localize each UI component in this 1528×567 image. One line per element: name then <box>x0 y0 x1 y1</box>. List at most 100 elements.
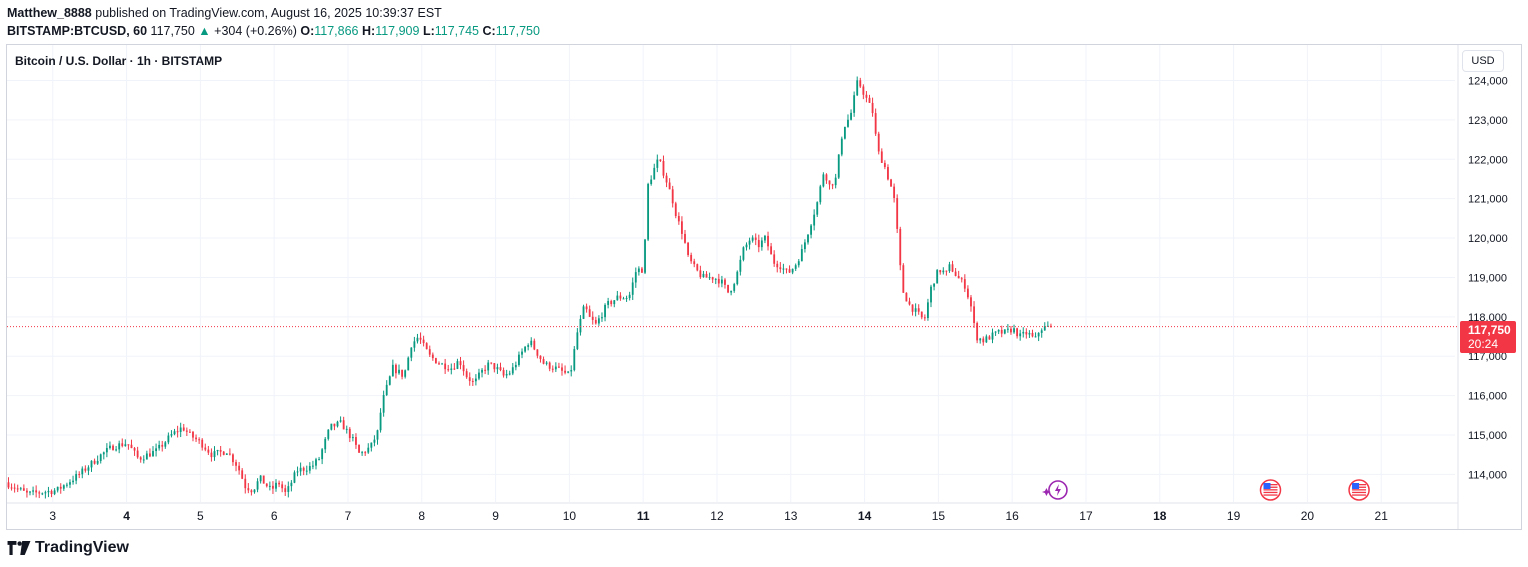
candle-body <box>619 295 622 299</box>
candle-body <box>1034 336 1037 338</box>
candle-body <box>724 279 726 285</box>
candle-body <box>828 180 831 185</box>
candle-body <box>99 454 102 462</box>
symbol-line: BITSTAMP:BTCUSD, 60 117,750 ▲ +304 (+0.2… <box>7 22 540 40</box>
candle-body <box>1019 333 1022 337</box>
candle-body <box>524 346 527 352</box>
sparkle-glyph <box>1041 488 1051 496</box>
x-tick-label: 19 <box>1227 509 1241 523</box>
candle-body <box>963 279 966 289</box>
candle-body <box>505 374 508 376</box>
x-tick-label: 5 <box>197 509 204 523</box>
candle-body <box>690 254 693 262</box>
candle-body <box>1025 331 1028 335</box>
candle-body <box>893 186 896 199</box>
candle-body <box>296 471 299 473</box>
candle-body <box>650 179 653 185</box>
candle-body <box>748 240 751 245</box>
candle-body <box>951 264 954 272</box>
candle-body <box>594 319 597 324</box>
candle-body <box>256 481 259 490</box>
candle-body <box>840 138 843 155</box>
candle-body <box>585 306 588 310</box>
candle-body <box>641 268 643 273</box>
candle-body <box>760 240 763 248</box>
candle-body <box>173 431 176 435</box>
candle-body <box>145 453 148 460</box>
candle-body <box>680 221 683 234</box>
candle-body <box>985 336 988 343</box>
candle-body <box>883 162 886 168</box>
candle-body <box>155 448 158 452</box>
candle-body <box>431 354 434 359</box>
candle-body <box>687 242 689 255</box>
author-name[interactable]: Matthew_8888 <box>7 6 92 20</box>
candle-body <box>496 367 499 370</box>
candle-body <box>127 444 130 446</box>
candle-body <box>991 332 994 340</box>
candle-body <box>582 306 585 319</box>
tradingview-logo[interactable]: TradingView <box>7 539 129 557</box>
candle-body <box>717 278 720 284</box>
candle-body <box>514 364 517 368</box>
candle-body <box>219 449 222 452</box>
candle-body <box>136 450 139 458</box>
candle-body <box>797 261 800 266</box>
candle-body <box>7 482 10 488</box>
candle-body <box>124 444 127 447</box>
candle-body <box>899 228 902 266</box>
candle-body <box>413 341 416 348</box>
candle-body <box>247 488 250 491</box>
candle-body <box>287 486 290 492</box>
x-tick-label: 6 <box>271 509 278 523</box>
candle-body <box>453 368 456 370</box>
x-tick-label: 9 <box>492 509 499 523</box>
symbol-label: BITSTAMP:BTCUSD, 60 <box>7 24 148 38</box>
series-legend-title[interactable]: Bitcoin / U.S. Dollar · 1h · BITSTAMP <box>15 54 223 68</box>
candle-body <box>59 486 62 489</box>
candle-body <box>130 444 133 449</box>
candle-body <box>176 431 179 433</box>
x-tick-label: 3 <box>49 509 56 523</box>
candle-body <box>333 423 336 427</box>
candle-body <box>419 337 422 340</box>
candle-body <box>444 363 447 370</box>
candle-body <box>1016 328 1019 337</box>
candle-body <box>281 484 284 489</box>
candle-body <box>105 448 108 453</box>
candle-body <box>44 492 47 494</box>
candle-body <box>536 349 539 356</box>
candle-body <box>800 249 803 262</box>
candle-body <box>976 323 979 341</box>
candle-body <box>133 448 136 451</box>
candle-body <box>38 492 41 494</box>
last-price: 117,750 <box>150 24 195 38</box>
candle-body <box>262 475 265 484</box>
candle-body <box>235 462 237 466</box>
candle-body <box>1022 331 1025 334</box>
x-tick-label: 18 <box>1153 509 1167 523</box>
candle-body <box>948 264 951 272</box>
candle-body <box>222 451 225 455</box>
candle-body <box>843 126 846 139</box>
flag-stripe <box>1352 491 1367 494</box>
candle-body <box>272 485 274 489</box>
candle-body <box>773 254 776 264</box>
y-tick-label: 118,000 <box>1468 312 1507 324</box>
candle-body <box>167 435 170 443</box>
candle-body <box>388 376 391 385</box>
currency-button[interactable]: USD <box>1462 50 1504 72</box>
candle-body <box>290 482 293 487</box>
candle-body <box>957 275 960 279</box>
candle-body <box>862 86 865 95</box>
candle-body <box>979 338 982 341</box>
candle-body <box>367 447 370 453</box>
candle-body <box>597 318 600 324</box>
candle-body <box>404 370 407 377</box>
candle-body <box>228 453 231 455</box>
chart-frame <box>6 44 1522 530</box>
flag-stripe <box>1352 494 1367 496</box>
candle-body <box>478 372 480 379</box>
x-tick-label: 21 <box>1375 509 1389 523</box>
